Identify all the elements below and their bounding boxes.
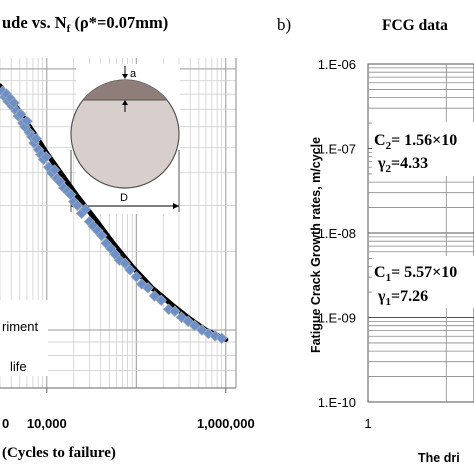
experiment-point (124, 264, 136, 276)
panel-a-x-label: (Cycles to failure) (2, 445, 116, 461)
annotation-c1-line1: C1= 5.57×10 (374, 264, 457, 284)
panel-b-x-ticks: 1 (364, 416, 371, 431)
legend-label-experiment: riment (2, 319, 39, 334)
panel-a: ude vs. Nf (ρ*=0.07mm) 10,000 1,000,0000 … (0, 13, 255, 461)
y-tick-label: 1.E-10 (318, 395, 356, 410)
experiment-point (188, 319, 201, 332)
experiment-point (30, 132, 42, 145)
inset-label-D: D (120, 192, 128, 204)
annotation-c2-line2: γ2=4.33 (377, 155, 428, 175)
experiment-point (48, 164, 61, 176)
experiment-point (162, 303, 175, 316)
experiment-series (0, 85, 228, 345)
annotation-c2: C2= 1.56×10 γ2=4.33 (372, 122, 474, 176)
y-tick-label: 1.E-06 (318, 57, 356, 72)
experiment-point (119, 257, 131, 270)
panel-b: b) FCG data Fatigue Crack Growth rates, … (277, 15, 474, 465)
y-tick-label: 1.E-08 (318, 226, 356, 241)
panel-b-grid (367, 63, 474, 403)
panel-b-y-ticks: 1.E-06 1.E-07 1.E-08 1.E-09 1.E-10 (318, 57, 356, 410)
experiment-point (135, 278, 148, 290)
panel-a-legend: riment life (0, 300, 48, 376)
annotation-c2-line1: C2= 1.56×10 (374, 132, 457, 152)
experiment-point (79, 203, 92, 216)
experiment-point (169, 305, 181, 318)
annotation-c1: C1= 5.57×10 γ1=7.26 (372, 256, 474, 308)
legend-label-predicted: life (10, 359, 27, 374)
experiment-point (130, 270, 143, 283)
experiment-point (155, 294, 168, 307)
panel-b-x-label: The dri (418, 451, 460, 465)
experiment-point (142, 282, 154, 294)
x-tick-label-partial: 0 (2, 416, 9, 431)
x-tick-label: 1,000,000 (197, 416, 255, 431)
x-tick-label: 1 (364, 416, 371, 431)
experiment-point (14, 108, 27, 121)
experiment-point (40, 151, 52, 163)
panel-b-title: FCG data (382, 17, 448, 34)
y-tick-label: 1.E-09 (318, 311, 356, 326)
inset-cross-section: a D (70, 64, 180, 214)
panel-b-y-label: Fatigue Crack Growth rates, m/cycle (309, 137, 323, 353)
experiment-point (182, 315, 194, 328)
y-tick-label: 1.E-07 (318, 142, 356, 157)
inset-label-a: a (130, 68, 137, 80)
experiment-point (95, 229, 108, 242)
panel-a-title: ude vs. Nf (ρ*=0.07mm) (2, 13, 168, 35)
experiment-point (71, 199, 84, 212)
annotation-c1-line2: γ1=7.26 (377, 288, 428, 308)
experiment-point (215, 332, 228, 345)
panel-b-letter: b) (277, 15, 291, 34)
x-tick-label: 10,000 (27, 416, 67, 431)
experiment-point (21, 115, 33, 127)
panel-a-x-ticks: 10,000 1,000,000 0 (2, 388, 255, 431)
